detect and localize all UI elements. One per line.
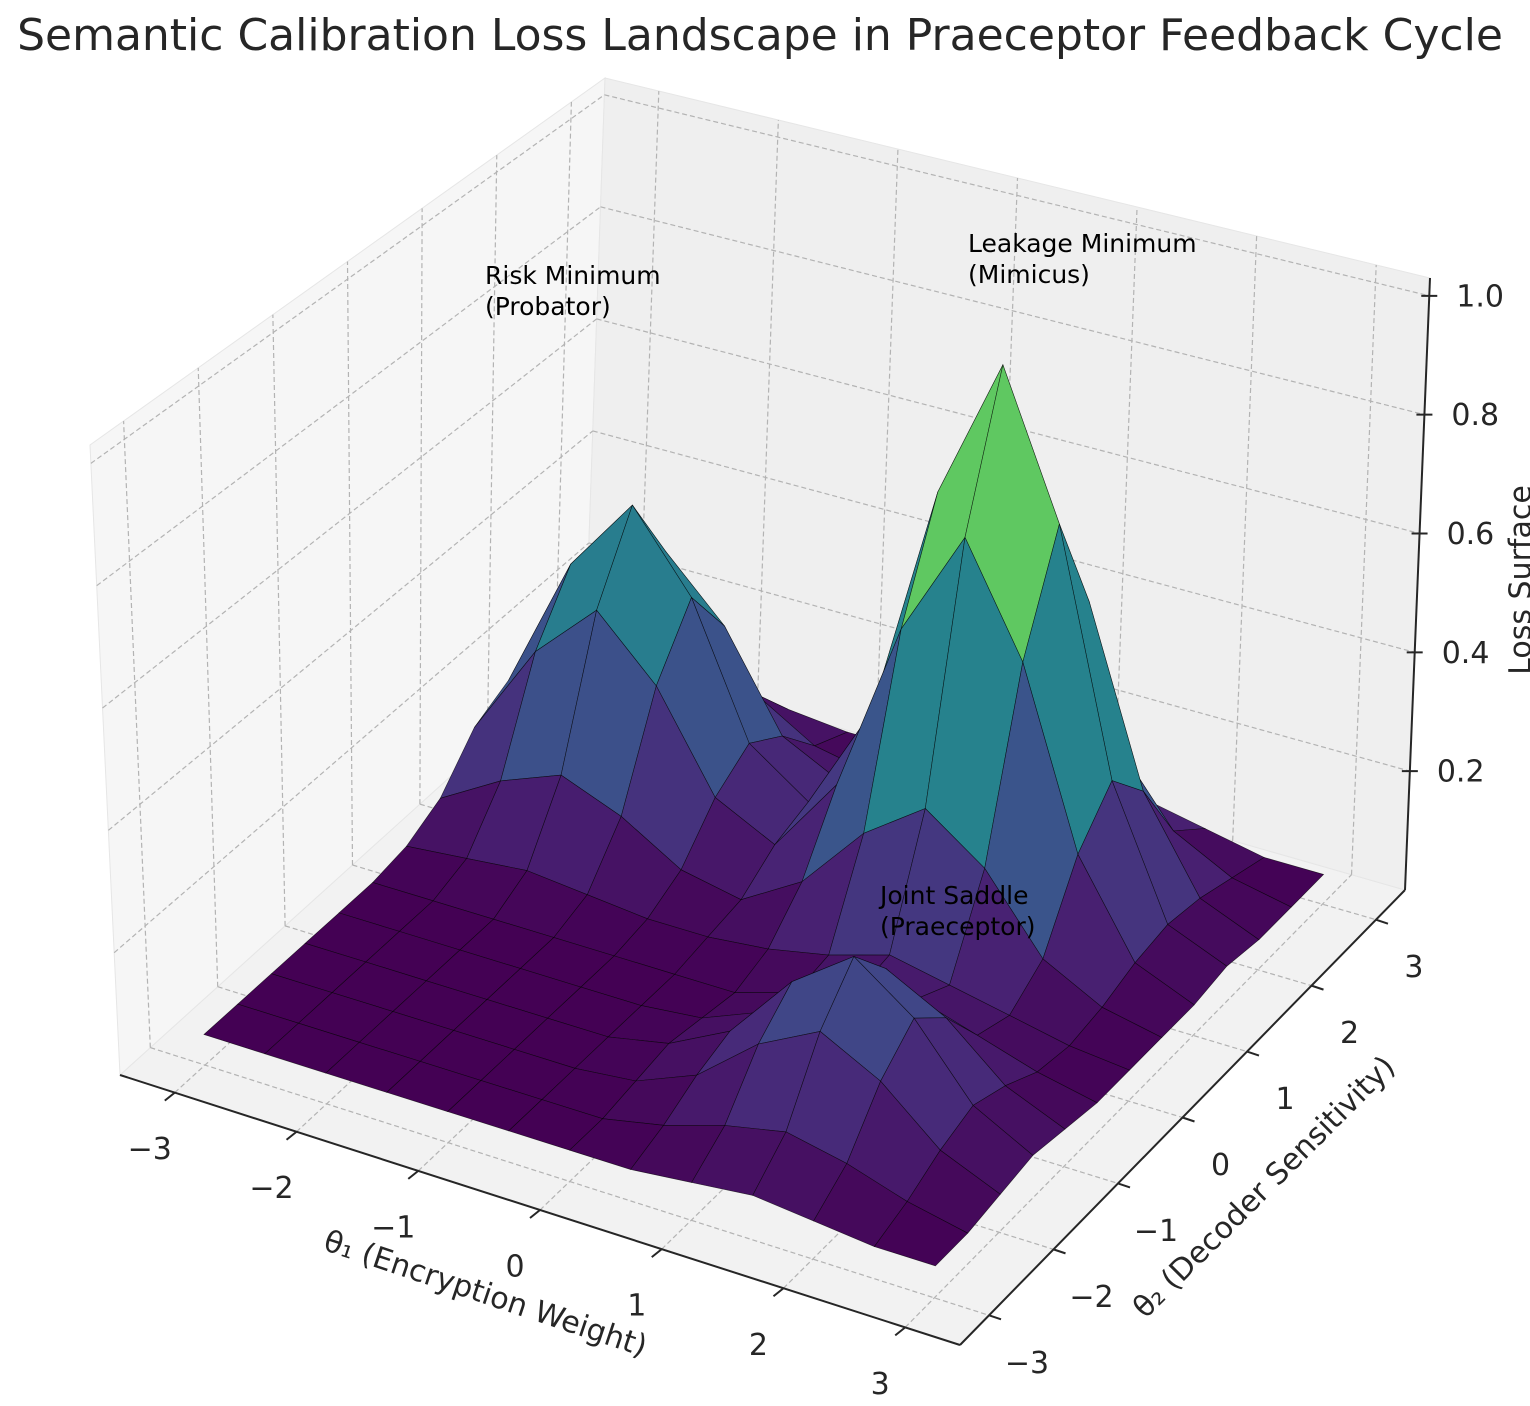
grid-line [756,120,779,705]
annotation: (Probator) [485,292,611,321]
x-tick-label: −2 [249,1171,293,1206]
axis-line [1404,277,1431,891]
x-tick [772,1287,785,1298]
grid-line [604,94,1430,297]
grid-line [419,208,423,805]
x-tick [651,1248,663,1258]
z-axis-label: Loss Surface [1504,485,1530,675]
grid-line [600,206,1425,416]
grid-line [486,155,498,744]
y-tick-label: 3 [1404,950,1423,985]
grid-line [150,1047,990,1316]
grid-line [113,542,590,954]
annotation: Leakage Minimum [968,229,1197,258]
surface-patch [873,1201,969,1267]
x-tick-label: 2 [749,1328,768,1363]
z-tick-label: 0.8 [1451,398,1499,433]
y-tick [1182,1116,1195,1123]
grid-line [875,148,899,739]
y-tick [1311,984,1324,991]
y-tick [1246,1050,1260,1057]
y-tick [1117,1182,1131,1189]
x-tick [164,1091,176,1102]
x-tick [407,1170,419,1180]
x-tick-label: −3 [128,1132,172,1167]
y-tick [1053,1248,1066,1255]
z-tick-label: 0.6 [1447,517,1495,552]
z-tick-label: 0.2 [1437,755,1485,790]
annotation: (Praeceptor) [880,912,1036,941]
grid-line [1232,235,1258,841]
grid-line [102,318,598,709]
y-tick-label: −2 [1069,1280,1113,1315]
grid-line [96,206,601,587]
grid-line [272,314,286,926]
x-tick [529,1209,541,1219]
grid-line [1350,264,1377,875]
x-tick-label: 0 [505,1250,524,1285]
x-tick [285,1130,298,1141]
annotation: (Mimicus) [968,260,1090,289]
x-tick [894,1326,906,1337]
y-tick-label: −1 [1134,1214,1178,1249]
chart-title: Semantic Calibration Loss Landscape in P… [17,10,1503,61]
x-tick-label: −1 [371,1210,415,1245]
z-tick-label: 1.0 [1456,279,1504,314]
z-tick-label: 0.4 [1442,636,1490,671]
grid-line [904,874,1352,1328]
x-tick-label: 1 [627,1289,646,1324]
grid-line [197,367,219,987]
y-tick-label: −3 [1005,1346,1049,1381]
y-tick [1375,918,1389,925]
y-tick-label: 1 [1275,1082,1294,1117]
annotation: Risk Minimum [485,261,661,290]
y-tick-label: 0 [1211,1148,1230,1183]
grid-line [346,261,354,866]
grid-line [107,430,594,831]
y-tick-label: 2 [1340,1016,1359,1051]
grid-line [90,94,605,464]
surface [203,363,1325,1267]
annotation: Joint Saddle [878,881,1028,910]
y-tick [988,1314,1002,1321]
grid-line [554,101,573,683]
grid-line [122,421,151,1048]
x-tick-label: 3 [871,1367,890,1402]
